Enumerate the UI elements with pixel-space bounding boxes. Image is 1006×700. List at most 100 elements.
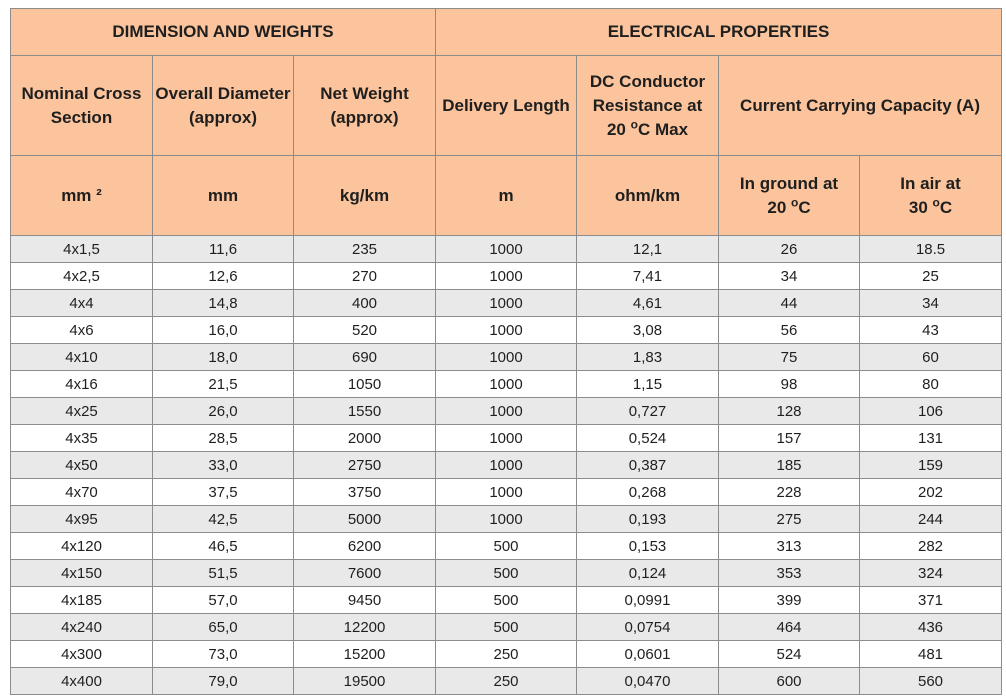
cell-current-in-ground: 353 <box>718 559 860 587</box>
cell-delivery-length: 500 <box>435 613 577 641</box>
cell-diameter: 79,0 <box>152 667 294 695</box>
cell-dc-resistance: 4,61 <box>576 289 719 317</box>
table-row: 4x95 42,5 5000 1000 0,193 275 244 <box>10 505 1003 533</box>
cell-current-in-air: 560 <box>858 667 1003 695</box>
cell-diameter: 16,0 <box>152 316 294 344</box>
table-row: 4x2,5 12,6 270 1000 7,41 34 25 <box>10 262 1003 290</box>
cell-current-in-air: 159 <box>858 451 1003 479</box>
unit-nominal: mm ² <box>10 155 153 236</box>
cell-net-weight: 12200 <box>293 613 436 641</box>
cell-delivery-length: 1000 <box>435 343 577 371</box>
cell-dc-resistance: 0,0754 <box>576 613 719 641</box>
col-header-dc-resistance: DC Conductor Resistance at 20 oC Max <box>576 55 719 156</box>
cable-spec-table: DIMENSION AND WEIGHTS ELECTRICAL PROPERT… <box>10 8 1003 695</box>
table-row: 4x240 65,0 12200 500 0,0754 464 436 <box>10 613 1003 641</box>
table-row: 4x6 16,0 520 1000 3,08 56 43 <box>10 316 1003 344</box>
cell-diameter: 57,0 <box>152 586 294 614</box>
cell-dc-resistance: 3,08 <box>576 316 719 344</box>
cell-current-in-air: 131 <box>858 424 1003 452</box>
cell-delivery-length: 500 <box>435 559 577 587</box>
cell-diameter: 28,5 <box>152 424 294 452</box>
unit-resistance: ohm/km <box>576 155 719 236</box>
cell-diameter: 46,5 <box>152 532 294 560</box>
cell-net-weight: 3750 <box>293 478 436 506</box>
cell-dc-resistance: 0,727 <box>576 397 719 425</box>
cell-current-in-ground: 75 <box>718 343 860 371</box>
cell-cross-section: 4x240 <box>10 613 153 641</box>
cell-current-in-air: 60 <box>858 343 1003 371</box>
cell-net-weight: 400 <box>293 289 436 317</box>
dc-resistance-line3-number: 20 <box>606 119 631 139</box>
unit-weight: kg/km <box>293 155 436 236</box>
cell-delivery-length: 1000 <box>435 424 577 452</box>
subheader-in-ground: In ground at 20 oC <box>718 155 860 236</box>
cell-current-in-air: 25 <box>858 262 1003 290</box>
cell-delivery-length: 1000 <box>435 451 577 479</box>
in-ground-temp: 20 <box>767 197 791 217</box>
cell-current-in-ground: 98 <box>718 370 860 398</box>
cell-diameter: 51,5 <box>152 559 294 587</box>
degree-symbol: o <box>791 194 799 209</box>
cell-current-in-air: 80 <box>858 370 1003 398</box>
cell-delivery-length: 250 <box>435 640 577 668</box>
degree-symbol: o <box>932 194 940 209</box>
cell-delivery-length: 1000 <box>435 235 577 263</box>
cell-net-weight: 270 <box>293 262 436 290</box>
cell-cross-section: 4x16 <box>10 370 153 398</box>
cell-dc-resistance: 0,0470 <box>576 667 719 695</box>
in-ground-label: In ground at <box>739 173 839 193</box>
cell-current-in-ground: 399 <box>718 586 860 614</box>
cell-current-in-air: 106 <box>858 397 1003 425</box>
cell-diameter: 18,0 <box>152 343 294 371</box>
table-row: 4x150 51,5 7600 500 0,124 353 324 <box>10 559 1003 587</box>
cell-net-weight: 520 <box>293 316 436 344</box>
col-header-net-weight: Net Weight (approx) <box>293 55 436 156</box>
cell-cross-section: 4x35 <box>10 424 153 452</box>
cell-current-in-air: 324 <box>858 559 1003 587</box>
cell-current-in-ground: 600 <box>718 667 860 695</box>
dc-resistance-line1: DC Conductor <box>589 71 706 91</box>
cell-dc-resistance: 0,268 <box>576 478 719 506</box>
cell-current-in-ground: 44 <box>718 289 860 317</box>
cell-net-weight: 9450 <box>293 586 436 614</box>
table-row: 4x1,5 11,6 235 1000 12,1 26 18.5 <box>10 235 1003 263</box>
cell-current-in-ground: 157 <box>718 424 860 452</box>
cell-cross-section: 4x1,5 <box>10 235 153 263</box>
cell-net-weight: 15200 <box>293 640 436 668</box>
degree-symbol: o <box>630 116 638 131</box>
col-header-current-capacity: Current Carrying Capacity (A) <box>717 55 1003 156</box>
cell-current-in-air: 18.5 <box>858 235 1003 263</box>
cell-dc-resistance: 0,387 <box>576 451 719 479</box>
cell-dc-resistance: 0,524 <box>576 424 719 452</box>
cell-diameter: 11,6 <box>152 235 294 263</box>
subheader-in-air: In air at 30 oC <box>858 155 1003 236</box>
in-ground-temp-unit: C <box>798 197 811 217</box>
col-header-delivery-length: Delivery Length <box>435 55 577 156</box>
table-row: 4x25 26,0 1550 1000 0,727 128 106 <box>10 397 1003 425</box>
cell-net-weight: 19500 <box>293 667 436 695</box>
cell-dc-resistance: 0,124 <box>576 559 719 587</box>
cell-delivery-length: 500 <box>435 532 577 560</box>
cell-delivery-length: 250 <box>435 667 577 695</box>
cell-dc-resistance: 7,41 <box>576 262 719 290</box>
cell-delivery-length: 1000 <box>435 505 577 533</box>
cell-dc-resistance: 12,1 <box>576 235 719 263</box>
cell-delivery-length: 500 <box>435 586 577 614</box>
cell-current-in-ground: 185 <box>718 451 860 479</box>
cell-current-in-ground: 34 <box>718 262 860 290</box>
group-header-electrical: ELECTRICAL PROPERTIES <box>434 8 1003 56</box>
cell-cross-section: 4x120 <box>10 532 153 560</box>
cell-net-weight: 1550 <box>293 397 436 425</box>
cell-diameter: 21,5 <box>152 370 294 398</box>
cell-dc-resistance: 0,0991 <box>576 586 719 614</box>
cell-diameter: 37,5 <box>152 478 294 506</box>
cell-diameter: 14,8 <box>152 289 294 317</box>
cell-diameter: 12,6 <box>152 262 294 290</box>
cell-cross-section: 4x50 <box>10 451 153 479</box>
cell-dc-resistance: 0,0601 <box>576 640 719 668</box>
unit-diameter: mm <box>152 155 294 236</box>
cell-cross-section: 4x400 <box>10 667 153 695</box>
cell-diameter: 26,0 <box>152 397 294 425</box>
dc-resistance-line2: Resistance at <box>592 95 703 115</box>
cell-cross-section: 4x300 <box>10 640 153 668</box>
